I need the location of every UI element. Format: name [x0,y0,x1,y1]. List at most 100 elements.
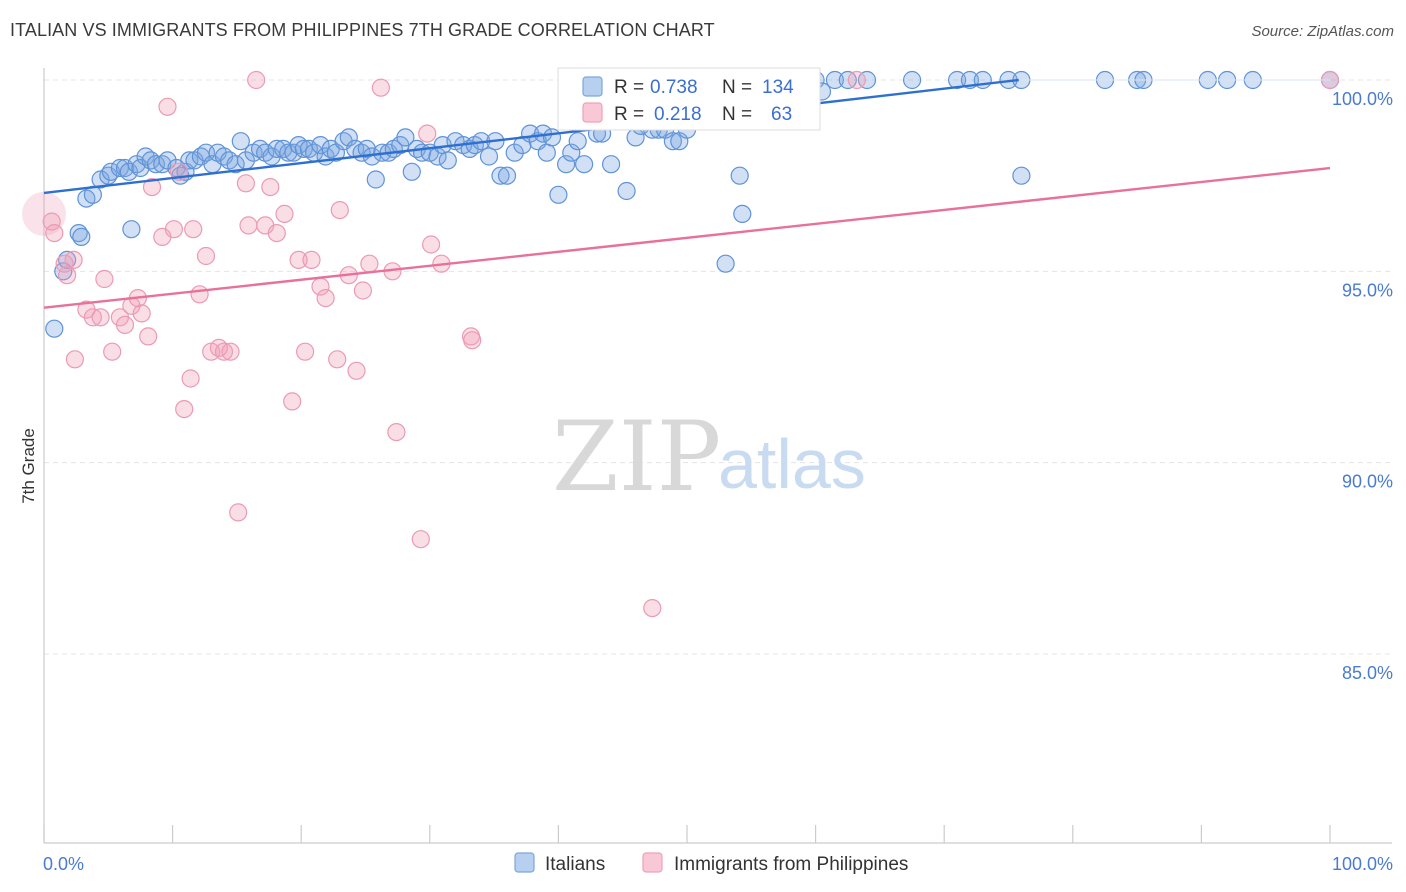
legend-label-italians: Italians [545,854,605,875]
point-italians [574,155,594,174]
y-axis-label: 7th Grade [19,428,38,504]
point-philippines [302,250,321,269]
stats-n-value-italians: 134 [762,77,794,98]
point-philippines [95,269,114,289]
point-italians [825,70,845,90]
point-italians [311,136,330,155]
point-italians [438,151,457,170]
point-italians [601,155,621,174]
point-italians [505,143,524,162]
point-philippines [184,220,203,239]
point-italians [396,128,415,147]
point-italians [617,181,636,201]
point-philippines [83,308,103,327]
watermark-zip: ZIP [552,401,721,513]
point-philippines [175,400,194,419]
point-philippines [353,281,372,300]
point-italians [537,143,556,162]
point-italians [119,162,138,181]
point-philippines [190,285,209,304]
stats-n-label-italians: N = [722,77,752,98]
point-philippines [261,178,280,197]
point-philippines [181,369,200,388]
point-italians [902,70,922,90]
point-italians [366,170,385,189]
point-philippines [275,204,294,223]
point-philippines [422,235,441,254]
point-italians [45,319,64,338]
point-philippines [283,392,302,411]
point-philippines [65,350,85,369]
point-italians [122,220,141,239]
point-italians [947,70,967,90]
point-italians [231,132,250,151]
point-philippines [411,530,430,549]
point-philippines [316,289,335,308]
stats-r-value-philippines: 0.218 [654,104,702,125]
x-tick-label: 0.0% [43,854,84,874]
x-tick-labels: 0.0% 100.0% [43,854,1393,874]
point-philippines [330,201,349,220]
point-philippines [347,361,366,380]
point-italians [716,254,735,273]
point-philippines [55,254,74,273]
point-philippines [221,342,240,361]
point-philippines [139,327,158,346]
point-philippines [158,97,177,116]
point-philippines [91,308,110,327]
stats-legend: R = 0.738 N = 134 R = 0.218 N = 63 [557,67,821,131]
legend-label-philippines: Immigrants from Philippines [674,854,908,875]
point-philippines [289,250,308,269]
point-italians [568,132,587,151]
chart-title: ITALIAN VS IMMIGRANTS FROM PHILIPPINES 7… [10,20,715,40]
point-philippines [387,423,406,442]
point-philippines [643,598,662,618]
point-philippines [360,254,379,273]
axes [43,68,1392,844]
legend-swatch-philippines [642,852,663,873]
point-italians [101,162,121,181]
point-italians [857,70,877,90]
point-philippines [267,224,286,243]
legend-swatch-italians [514,852,535,873]
point-italians [733,204,752,223]
point-philippines [328,350,347,369]
watermark-atlas: atlas [718,425,866,503]
point-italians [146,155,165,174]
point-philippines [132,304,151,323]
point-italians [549,185,568,204]
trend-line-italians [43,78,1019,195]
point-italians [663,132,683,151]
point-philippines [847,70,866,90]
point-philippines [164,220,183,239]
point-philippines [57,266,77,285]
point-philippines [22,191,66,236]
point-philippines [371,78,390,97]
stats-r-label-philippines: R = [614,104,644,125]
point-italians [730,166,749,185]
x-tick-label: 100.0% [1332,854,1393,874]
point-italians [402,162,421,181]
stats-swatch-italians [582,76,603,97]
point-italians [479,147,499,166]
point-italians [180,151,199,170]
point-italians [491,166,510,185]
point-philippines [64,250,83,269]
point-philippines [463,331,482,350]
point-italians [72,227,91,246]
point-philippines [418,124,437,143]
stats-n-label-philippines: N = [722,104,752,125]
point-italians [562,143,581,162]
point-philippines [214,342,234,361]
y-tick-label: 100.0% [1332,89,1393,109]
y-tick-label: 90.0% [1342,472,1393,492]
watermark: ZIP atlas [552,401,866,513]
point-philippines [196,246,216,266]
y-tick-labels: 85.0% 90.0% 95.0% 100.0% [1332,89,1393,683]
trend-lines [43,78,1331,309]
point-italians [542,128,562,147]
point-philippines [115,315,135,334]
stats-swatch-philippines [582,102,603,123]
bottom-legend: Italians Immigrants from Philippines [514,852,908,875]
